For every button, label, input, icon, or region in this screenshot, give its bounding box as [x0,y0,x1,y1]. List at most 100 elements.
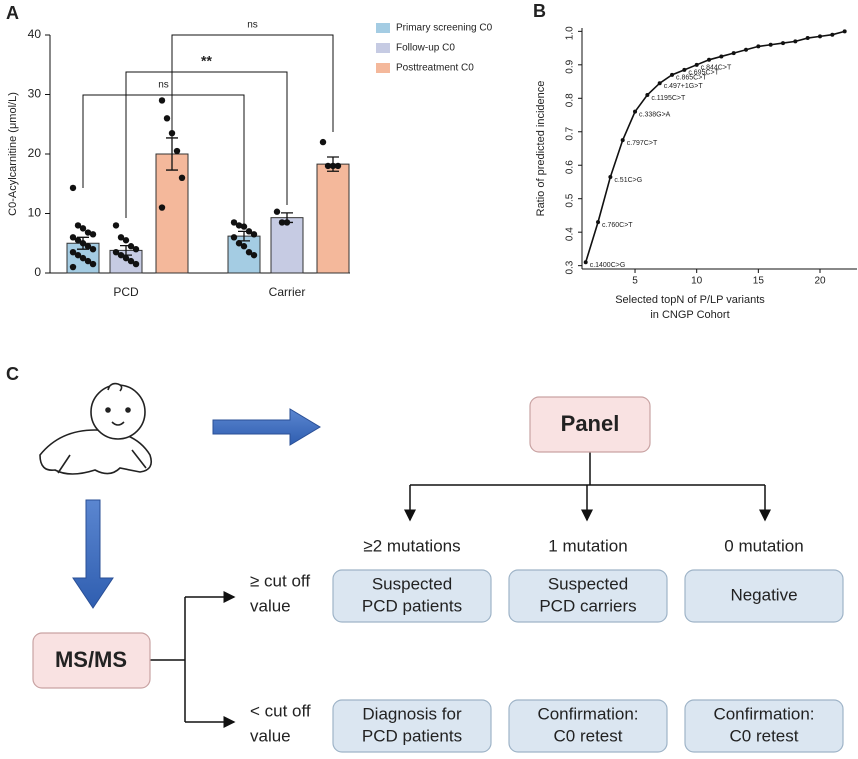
outcome-box [508,699,668,753]
condition-label: ≥ cut off [250,571,310,590]
line [584,30,845,263]
data-point [132,246,140,253]
data-point [583,260,588,265]
bar [316,163,350,274]
significance-bracket [125,71,288,218]
y-tick-label: 40 [28,27,42,41]
point-label: c.865C>T [676,75,707,82]
point-label: c.844C>T [701,65,732,72]
data-point [74,222,82,229]
data-point [781,41,786,46]
data-point [122,237,130,244]
data-point [127,243,135,250]
outcome-label: PCD patients [362,726,462,745]
data-point [682,67,687,72]
start-label: MS/MS [55,647,127,672]
data-point [245,248,253,256]
point-label: c.760C>T [602,222,633,229]
significance-label: ** [201,53,212,69]
outcome-label: PCD patients [362,596,462,615]
legend-label: Posttreatment C0 [396,63,474,74]
data-point [319,138,327,146]
outcome-box [332,699,492,753]
branch-label: 1 mutation [548,536,627,555]
outcome-label: PCD carriers [539,596,636,615]
data-point [657,81,662,86]
point-label: c.338G>A [639,112,671,119]
data-point [89,231,97,238]
data-point [84,243,92,250]
flow-arrow [72,499,114,609]
data-point [250,251,258,259]
x-tick-label: 20 [814,276,826,287]
data-point [596,220,601,225]
y-tick-label: 0.6 [565,160,576,174]
x-tick-label: PCD [113,285,139,299]
data-point [79,254,87,262]
outcome-label: Confirmation: [713,704,814,723]
point-label: c.797C>T [627,140,658,147]
data-point [744,47,749,52]
data-point [324,162,332,170]
data-point [117,234,125,241]
baby-icon [39,382,153,475]
y-tick-label: 0.8 [565,93,576,107]
data-point [235,240,243,247]
point-label: c.497+1G>T [664,83,704,90]
x-tick-label: 15 [753,276,765,287]
data-point [84,257,92,265]
data-point [245,228,253,235]
significance-label: ns [158,80,169,91]
y-tick-label: 0.9 [565,59,576,73]
data-point [127,257,135,265]
panel-label: B [533,1,546,21]
data-point [278,219,286,226]
significance-label: ns [247,20,258,31]
bar [155,153,189,274]
point-label: c.1195C>T [651,95,686,102]
point-label: c.1400C>G [590,262,626,269]
outcome-label: Confirmation: [537,704,638,723]
outcome-label: Suspected [372,574,452,593]
data-point [830,32,835,37]
y-axis-title: C0-Acylcarnitine (μmol/L) [7,92,19,216]
outcome-box [332,569,492,623]
outcome-box [508,569,668,623]
data-point [670,72,675,77]
panel-label: C [6,364,19,384]
panel-label-text: Panel [561,411,620,436]
y-tick-label: 0.4 [565,227,576,241]
data-point [793,39,798,44]
condition-label: < cut off [250,701,311,720]
connector [150,452,771,728]
data-point [620,138,625,143]
legend-label: Follow-up C0 [396,43,455,54]
data-point [74,251,82,259]
outcome-label: Suspected [548,574,628,593]
y-tick-label: 0.7 [565,126,576,140]
data-point [230,234,238,241]
y-tick-label: 0 [34,265,41,279]
condition-label: value [250,726,291,745]
outcome-box [684,699,844,753]
x-axis-title: Selected topN of P/LP variants [615,294,765,306]
data-point [173,147,181,155]
x-tick-label: Carrier [269,285,306,299]
data-point [163,115,171,122]
flow-arrow [212,408,321,446]
data-point [645,92,650,97]
outcome-box [684,569,844,623]
x-axis-title: in CNGP Cohort [650,309,729,321]
data-point [84,229,92,236]
legend-label: Primary screening C0 [396,23,493,34]
data-point [79,225,87,232]
outcome-label: C0 retest [554,726,623,745]
data-point [283,219,291,226]
y-axis-title: Ratio of predicted incidence [535,81,547,217]
data-point [112,222,120,229]
outcome-label: Diagnosis for [362,704,462,723]
data-point [235,222,243,229]
y-tick-label: 0.3 [565,260,576,274]
data-point [132,260,140,268]
data-point [158,97,166,104]
